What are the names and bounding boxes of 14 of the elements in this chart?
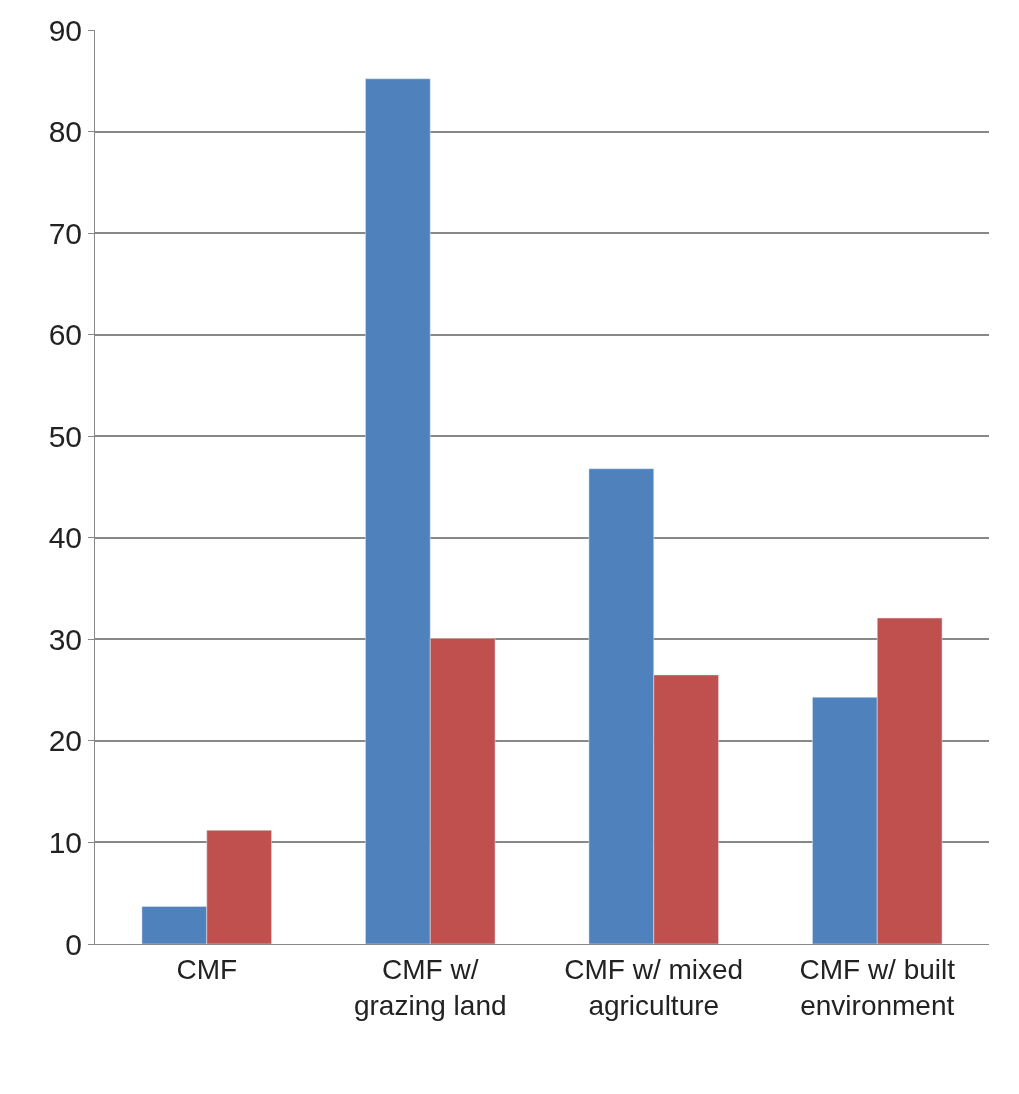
x-tick-label: CMF w/ built environment: [799, 953, 956, 1021]
y-tick-label: 60: [48, 318, 82, 352]
y-tick-label: 20: [48, 724, 82, 758]
x-tick-label: CMF w/ mixed agriculture: [564, 953, 744, 1021]
x-tick-label: CMF: [176, 953, 238, 985]
y-tick-label: 90: [48, 13, 82, 47]
y-tick-label: 50: [48, 419, 82, 453]
y-tick-label: 10: [48, 825, 82, 859]
y-tick-label: 0: [65, 927, 82, 961]
x-tick-label: CMF w/ grazing land: [353, 953, 507, 1021]
y-tick-label: 80: [48, 115, 82, 149]
y-tick-label: 40: [48, 521, 82, 555]
y-tick-label: 30: [48, 622, 82, 656]
y-tick-label: 70: [48, 216, 82, 250]
